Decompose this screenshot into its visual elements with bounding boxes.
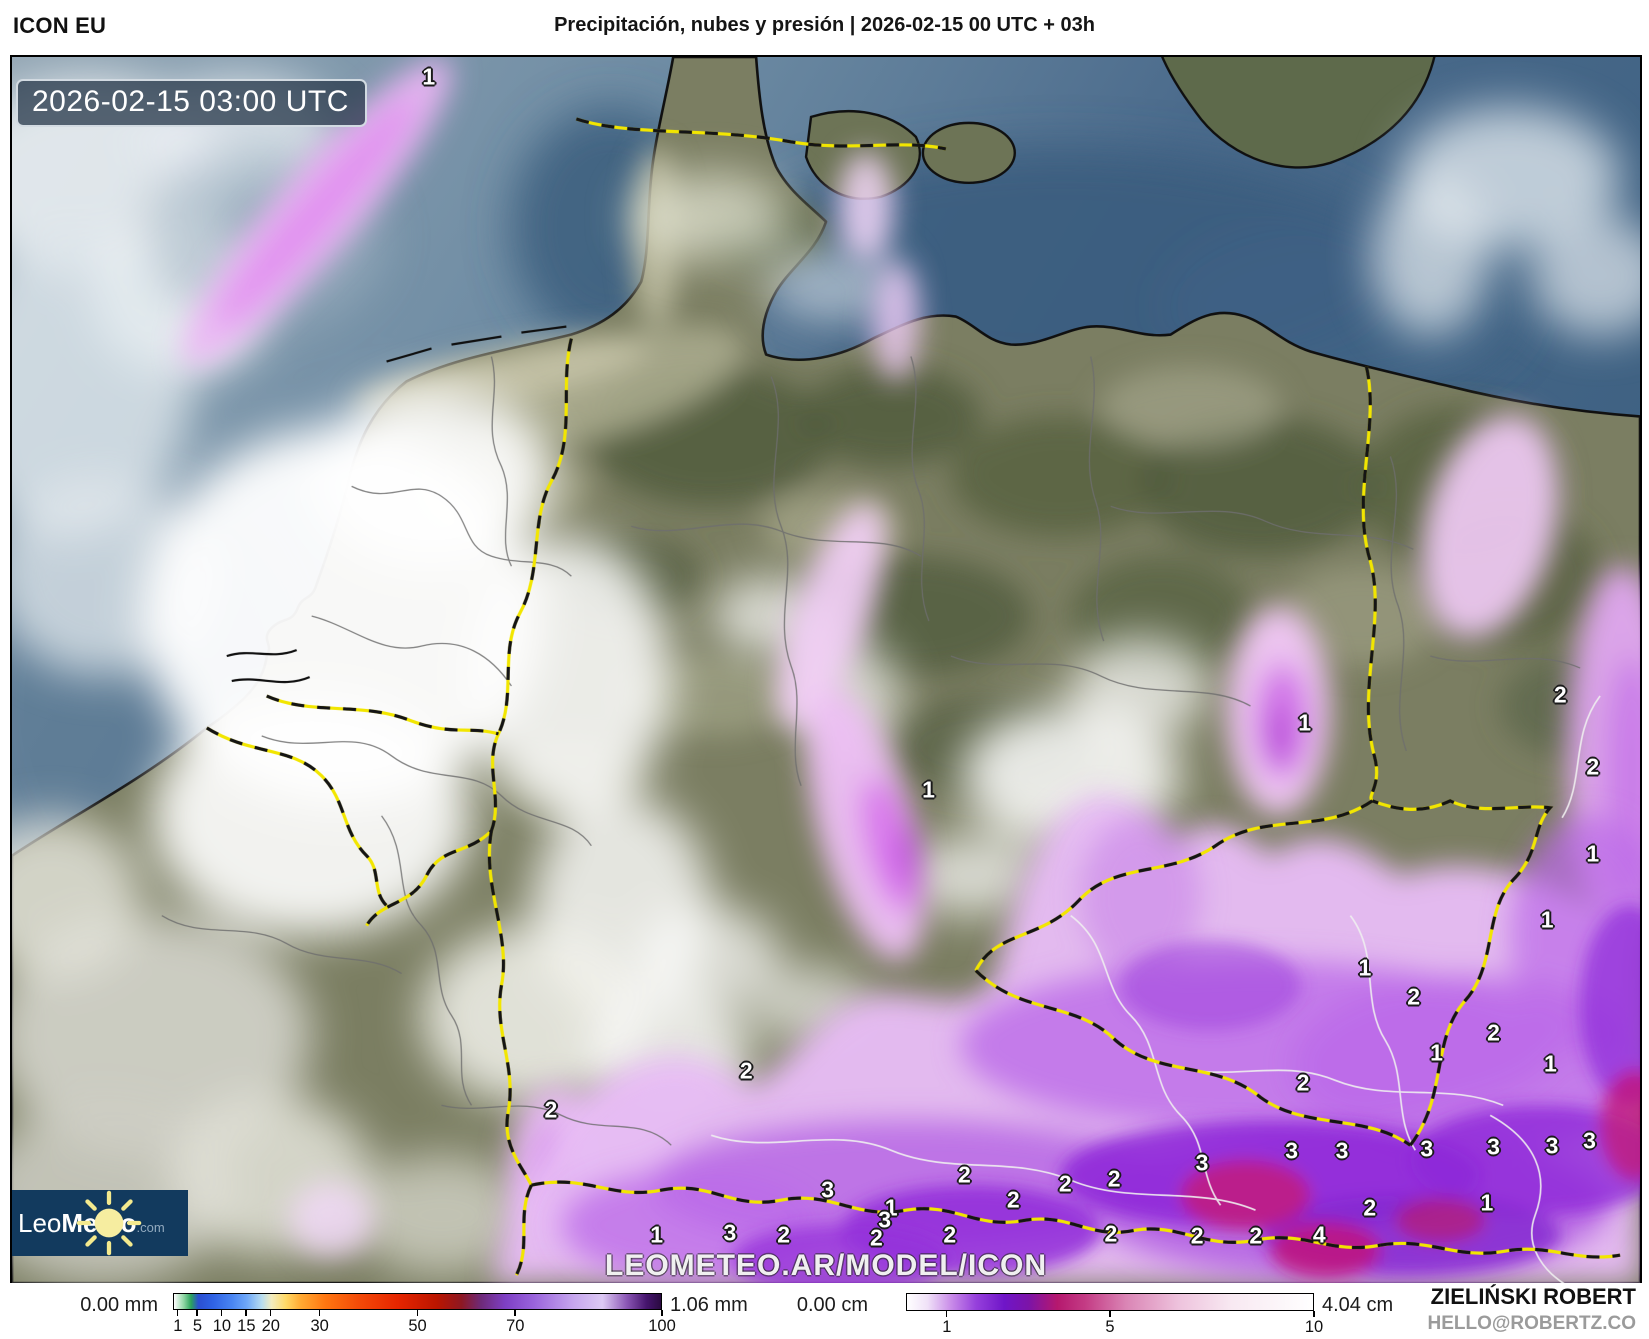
precip-value-label: 2 [1553, 681, 1567, 708]
precip-value-label: 1 [422, 63, 436, 90]
legend-tick-label: 1 [173, 1317, 183, 1335]
precip-value-label: 2 [1107, 1165, 1121, 1192]
precip-value-label: 2 [870, 1224, 883, 1251]
legend-tick-label: 5 [192, 1317, 203, 1335]
precip-value-label: 2 [777, 1221, 791, 1248]
precip-value-label: 1 [1480, 1189, 1494, 1216]
snow-max-label: 4.04 cm [1322, 1294, 1394, 1316]
model-name: ICON EU [13, 13, 107, 38]
coastal-details [226, 325, 567, 684]
header: ICON EU Precipitación, nubes y presión |… [0, 0, 1649, 55]
author-name: ZIELIŃSKI ROBERT [1430, 1284, 1636, 1309]
precip-value-label: 2 [1006, 1186, 1020, 1213]
credits: ZIELIŃSKI ROBERT HELLO@ROBERTZ.CO [1427, 1284, 1636, 1335]
national-borders [205, 117, 1621, 1276]
legend-tick [514, 1310, 516, 1316]
leometeo-logo[interactable]: LeoMeteo.com [12, 1190, 188, 1256]
precip-colorbar: 1 5 10 15 20 30 50 70 100 [173, 1293, 676, 1335]
watermark: LEOMETEO.AR/MODEL/ICON [605, 1249, 1047, 1282]
precip-value-label: 3 [1583, 1127, 1596, 1154]
precip-value-label: 4 [1312, 1221, 1326, 1248]
legend-tick [1313, 1311, 1315, 1317]
precip-max-label: 1.06 mm [670, 1294, 748, 1316]
precip-value-label: 3 [1487, 1133, 1500, 1160]
precip-value-label: 2 [943, 1221, 957, 1248]
legend-tick-label: 10 [212, 1317, 232, 1335]
regional-borders [161, 356, 1581, 1146]
legend-tick-label: 20 [261, 1317, 280, 1335]
precip-value-label: 2 [1586, 753, 1600, 780]
precip-value-label: 1 [884, 1194, 898, 1221]
legend-tick-label: 1 [942, 1318, 952, 1336]
page-title: Precipitación, nubes y presión | 2026-02… [554, 14, 1095, 36]
snow-colorbar: 1 5 10 [906, 1293, 1323, 1336]
legend-tick-label: 70 [506, 1317, 525, 1335]
legend-tick [220, 1310, 223, 1316]
legend-tick-label: 30 [310, 1317, 329, 1335]
precip-value-label: 3 [878, 1206, 891, 1233]
precip-value-label: 3 [1545, 1132, 1559, 1159]
precip-value-label: 2 [1249, 1222, 1263, 1249]
precip-value-label: 1 [922, 776, 935, 803]
sweden-coast [1160, 57, 1436, 169]
legend-tick [661, 1310, 663, 1316]
precip-value-label: 2 [1407, 983, 1421, 1010]
precip-value-label: 2 [957, 1161, 971, 1188]
precip-value-label: 2 [1058, 1170, 1072, 1197]
legend-tick [245, 1310, 247, 1316]
snow-min-label: 0.00 cm [796, 1294, 868, 1316]
precip-value-label: 2 [1487, 1019, 1500, 1046]
legend-tick-label: 100 [648, 1317, 676, 1335]
legend-tick-label: 10 [1304, 1318, 1324, 1336]
precip-value-label: 1 [1430, 1039, 1443, 1065]
precip-value-label: 3 [1195, 1149, 1209, 1176]
precipitation-layer [181, 58, 1640, 1283]
precip-value-label: 1 [1358, 954, 1372, 981]
precip-value-label: 3 [1285, 1137, 1298, 1164]
legend-tick [196, 1310, 198, 1316]
precip-value-label: 2 [1190, 1222, 1204, 1249]
precip-value-label: 3 [723, 1219, 737, 1246]
precip-value-label: 2 [544, 1096, 558, 1123]
legend-tick [176, 1310, 179, 1316]
precip-value-label: 2 [1104, 1220, 1118, 1247]
precip-value-label: 1 [1298, 709, 1312, 736]
legend-tick [318, 1310, 321, 1316]
legend-tick [269, 1310, 272, 1316]
danish-island-2 [921, 121, 1016, 184]
timestamp-overlay: 2026-02-15 03:00 UTC [16, 79, 367, 127]
precip-value-label: 2 [739, 1057, 753, 1084]
precip-value-label: 3 [1335, 1137, 1349, 1164]
weather-map-canvas [12, 57, 1640, 1283]
precip-min-label: 0.00 mm [80, 1294, 158, 1316]
precip-value-label: 2 [1363, 1194, 1377, 1221]
legend: 0.00 mm 1 5 10 15 20 30 50 70 100 1.06 mm 0.00 c… [0, 1283, 1649, 1339]
precip-value-label: 1 [1540, 906, 1554, 933]
author-contact: HELLO@ROBERTZ.CO [1427, 1313, 1636, 1334]
precip-value-label: 1 [1544, 1050, 1557, 1077]
legend-tick [945, 1311, 948, 1317]
precip-value-label: 2 [1296, 1069, 1310, 1096]
precip-value-label: 3 [821, 1176, 835, 1203]
sun-icon [76, 1190, 142, 1256]
legend-tick-label: 15 [237, 1317, 256, 1335]
precip-value-label: 1 [1586, 840, 1600, 867]
legend-tick [416, 1310, 418, 1316]
legend-tick-label: 5 [1105, 1318, 1115, 1336]
legend-tick [1109, 1311, 1111, 1317]
precip-value-label: 3 [1420, 1135, 1434, 1162]
precip-value-label: 1 [650, 1221, 664, 1248]
legend-tick-label: 50 [408, 1317, 427, 1335]
